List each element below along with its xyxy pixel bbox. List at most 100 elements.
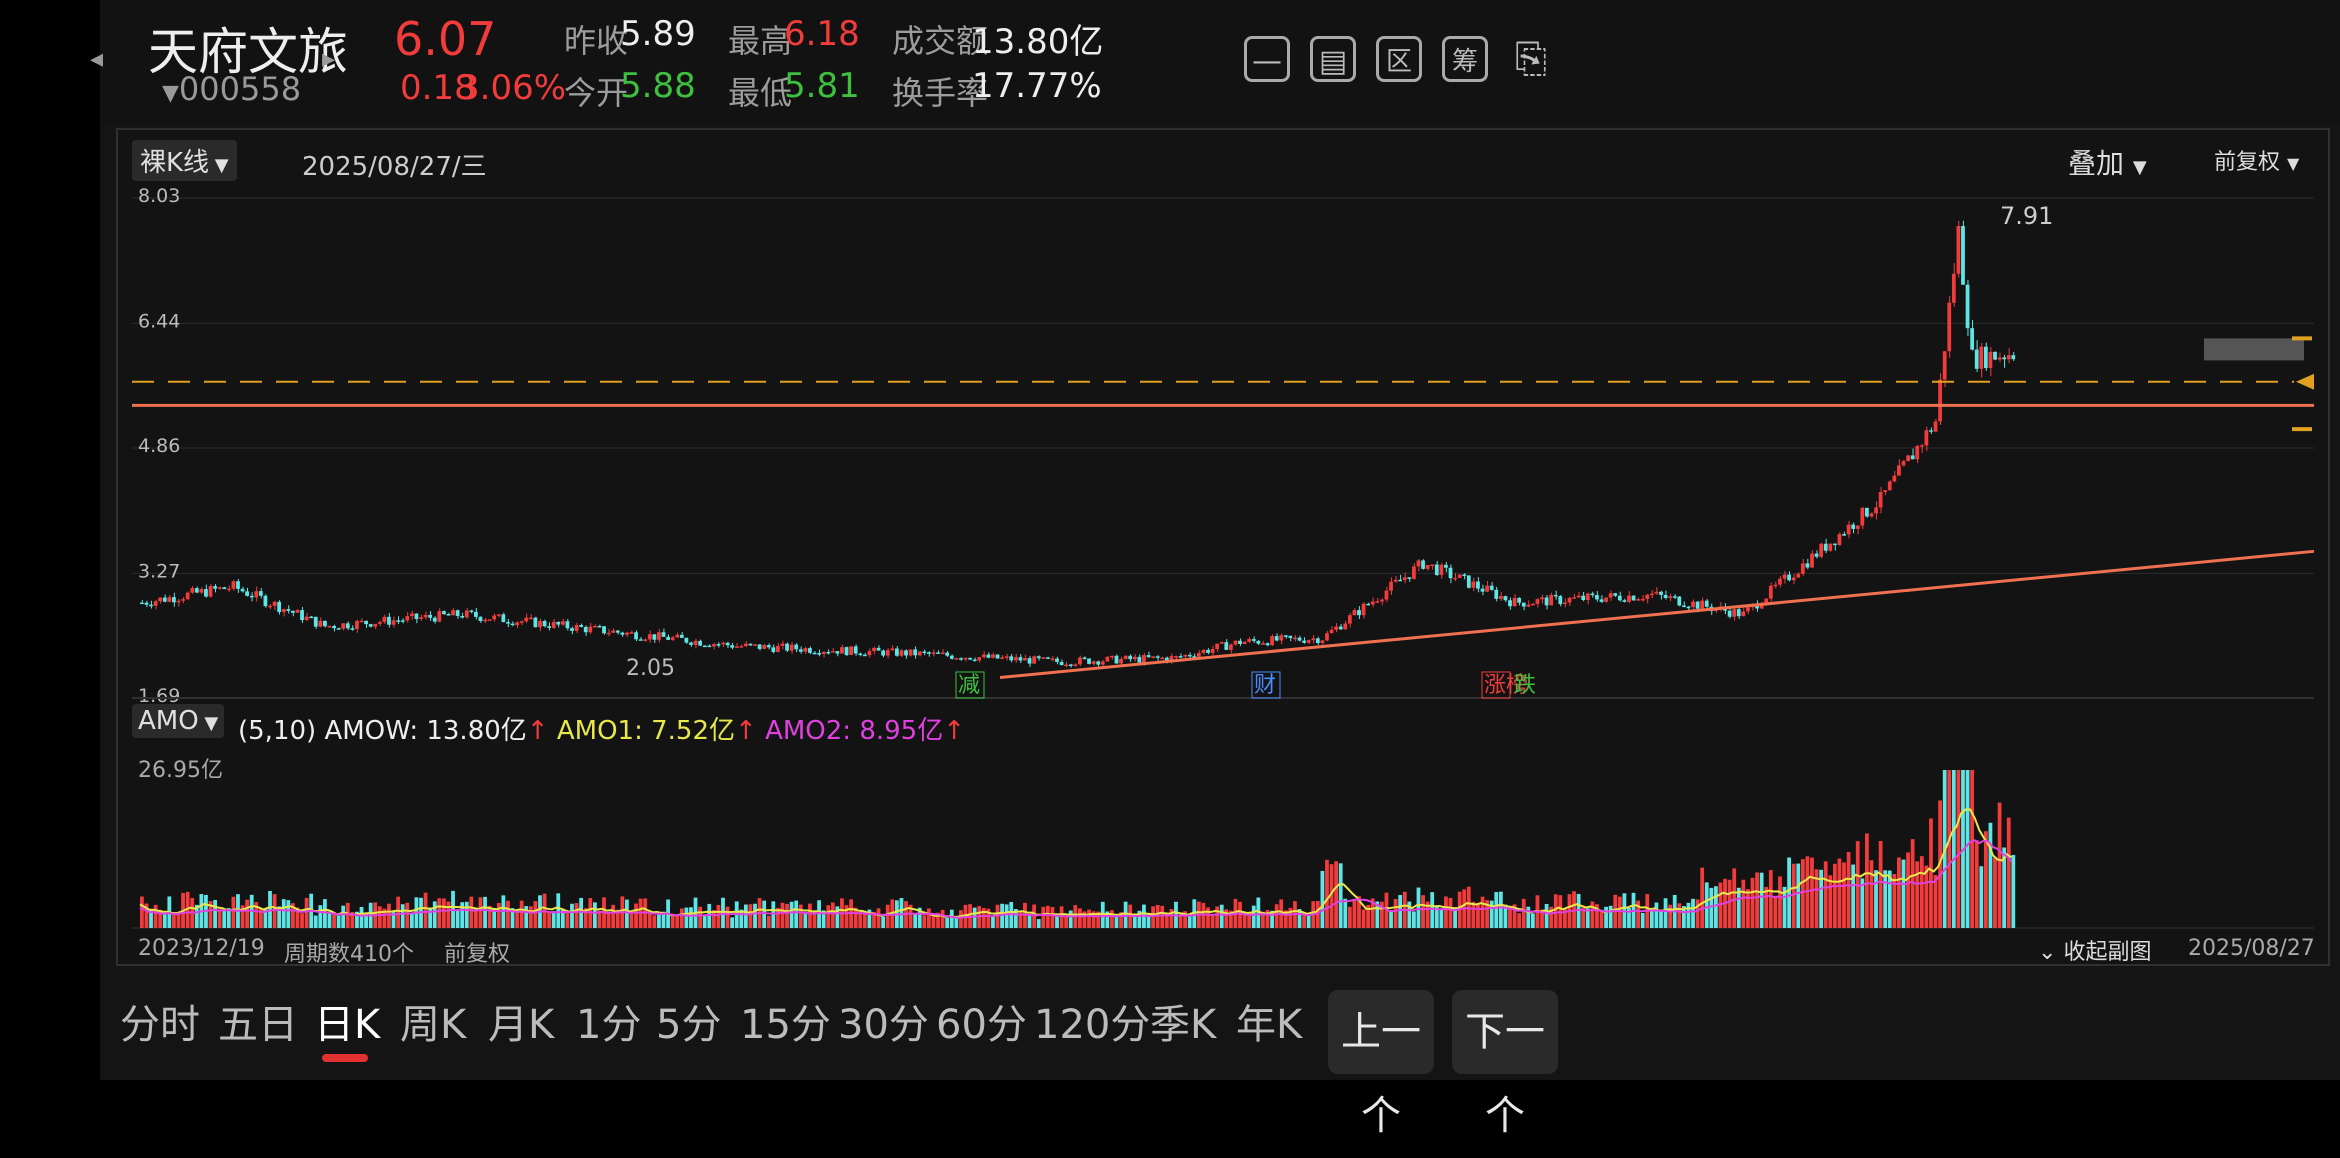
candle-body: [981, 654, 986, 658]
volume-bar: [753, 903, 757, 928]
volume-bar: [364, 912, 368, 928]
kline-chart-panel[interactable]: 裸K线 ▼ 2025/08/27/三 叠加 ▼ 前复权 ▼ 8.03 6.44 4.…: [116, 128, 2330, 967]
qu-icon[interactable]: 区: [1376, 36, 1422, 82]
candle-body: [268, 605, 272, 608]
volume-bar: [1617, 896, 1622, 928]
tab-5min[interactable]: 5分: [656, 1002, 722, 1048]
candle-body: [1151, 656, 1155, 658]
candle-body: [1997, 357, 2002, 360]
current-price-marker-icon: [2296, 373, 2314, 390]
chou-icon[interactable]: 筹: [1442, 36, 1488, 82]
candle-body: [1865, 507, 1869, 517]
kline-type-dropdown[interactable]: 裸K线 ▼: [132, 140, 237, 181]
candle-body: [1691, 601, 1695, 608]
volume-bar: [1471, 901, 1476, 928]
tab-15min[interactable]: 15分: [740, 1002, 831, 1048]
device-rotate-icon[interactable]: ⎘: [1515, 36, 1547, 82]
volume-bar: [949, 909, 954, 928]
candle-body: [1293, 637, 1297, 640]
candle-body: [1915, 445, 1920, 460]
tab-quarterly-k[interactable]: 季K: [1150, 1002, 1217, 1048]
candle-body: [1114, 655, 1119, 664]
indicator-dropdown[interactable]: AMO ▼: [132, 704, 225, 738]
candle-body: [1384, 590, 1389, 600]
collapse-subchart-button[interactable]: ⌄ 收起副图: [2038, 940, 2152, 965]
candle-body: [1512, 597, 1517, 607]
candle-body: [409, 613, 414, 617]
volume-bar: [318, 905, 323, 928]
volume-bar: [474, 907, 478, 928]
volume-bar: [1480, 896, 1485, 928]
candle-body: [162, 597, 167, 602]
volume-bar: [1494, 892, 1499, 928]
candle-body: [414, 613, 419, 619]
adjust-dropdown[interactable]: 前复权 ▼: [2214, 150, 2300, 175]
candle-body: [387, 616, 391, 625]
tab-1min[interactable]: 1分: [576, 1002, 642, 1048]
volume-bar: [1096, 911, 1101, 928]
volume-bar: [1563, 908, 1567, 928]
volume-bar: [853, 907, 858, 928]
volume-bar: [1389, 910, 1393, 928]
candle-body: [597, 625, 602, 628]
candle-body: [1604, 597, 1608, 602]
candle-body: [240, 588, 245, 592]
minus-square-icon[interactable]: —: [1244, 36, 1290, 82]
tab-intraday[interactable]: 分时: [120, 1002, 200, 1048]
candle-body: [1050, 658, 1055, 661]
tab-120min[interactable]: 120分: [1034, 1002, 1151, 1048]
candle-body: [377, 622, 382, 624]
next-button[interactable]: 下一个: [1452, 990, 1558, 1139]
candle-body: [794, 644, 799, 650]
tab-five-day[interactable]: 五日: [218, 1002, 298, 1048]
volume-bar: [1970, 770, 1975, 928]
candle-body: [620, 632, 625, 635]
candle-body: [1119, 658, 1123, 664]
candle-body: [853, 646, 858, 654]
candle-body: [1544, 597, 1549, 606]
candle-body: [1677, 596, 1682, 606]
overlay-dropdown[interactable]: 叠加 ▼: [2068, 147, 2147, 180]
volume-bar: [350, 911, 355, 928]
prev-button[interactable]: 上一个: [1328, 990, 1434, 1139]
candle-body: [1297, 637, 1302, 641]
tab-yearly-k[interactable]: 年K: [1236, 1002, 1303, 1048]
volume-bar: [1663, 898, 1668, 928]
volume-bar: [812, 911, 817, 928]
volume-bar: [1929, 818, 1933, 928]
prev-stock-arrow-icon[interactable]: ◂: [90, 44, 104, 74]
candle-body: [922, 651, 927, 654]
tab-monthly-k[interactable]: 月K: [488, 1002, 555, 1048]
candle-body: [542, 621, 547, 627]
candle-body: [1874, 507, 1878, 514]
volume-bar: [1865, 833, 1869, 928]
volume-bar: [519, 900, 524, 928]
candle-body: [1919, 445, 1924, 447]
tab-daily-k[interactable]: 日K: [314, 1002, 381, 1048]
candle-body: [583, 626, 588, 633]
candle-body: [1224, 642, 1229, 650]
candle-body: [739, 646, 744, 648]
candle-body: [2002, 357, 2007, 360]
volume-bar: [899, 898, 904, 928]
candle-body: [872, 647, 876, 652]
candle-body: [222, 587, 227, 589]
start-date: 2023/12/19: [138, 936, 265, 961]
tab-60min[interactable]: 60分: [936, 1002, 1027, 1048]
volume-bar: [1453, 907, 1457, 928]
candle-body: [588, 626, 593, 633]
candle-body: [812, 652, 817, 655]
next-stock-arrow-icon[interactable]: ▸: [322, 44, 336, 74]
volume-bar: [1796, 863, 1801, 928]
candle-body: [1334, 626, 1339, 630]
tab-30min[interactable]: 30分: [838, 1002, 929, 1048]
candle-body: [652, 634, 657, 640]
screen-icon[interactable]: ▤: [1310, 36, 1356, 82]
collapse-label: 收起副图: [2063, 940, 2152, 965]
stock-code-dropdown[interactable]: ▼000558: [162, 70, 301, 108]
tab-weekly-k[interactable]: 周K: [400, 1002, 467, 1048]
candle-body: [1357, 610, 1361, 616]
candle-body: [538, 621, 542, 628]
stock-name: 天府文旅: [148, 23, 348, 81]
volume-bar: [1064, 916, 1069, 928]
